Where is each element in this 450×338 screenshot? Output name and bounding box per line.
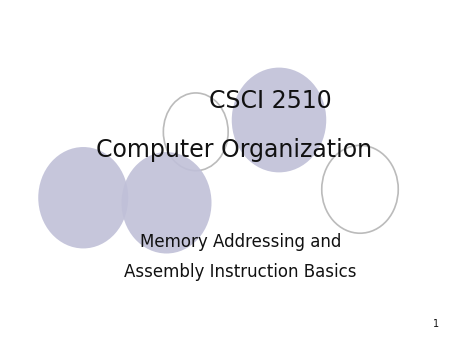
Ellipse shape	[232, 68, 326, 172]
Ellipse shape	[122, 152, 212, 254]
Text: Memory Addressing and: Memory Addressing and	[140, 233, 342, 251]
Text: Computer Organization: Computer Organization	[96, 138, 372, 163]
Ellipse shape	[38, 147, 128, 248]
Text: CSCI 2510: CSCI 2510	[209, 89, 331, 114]
Text: 1: 1	[432, 318, 439, 329]
Text: Assembly Instruction Basics: Assembly Instruction Basics	[125, 263, 357, 281]
